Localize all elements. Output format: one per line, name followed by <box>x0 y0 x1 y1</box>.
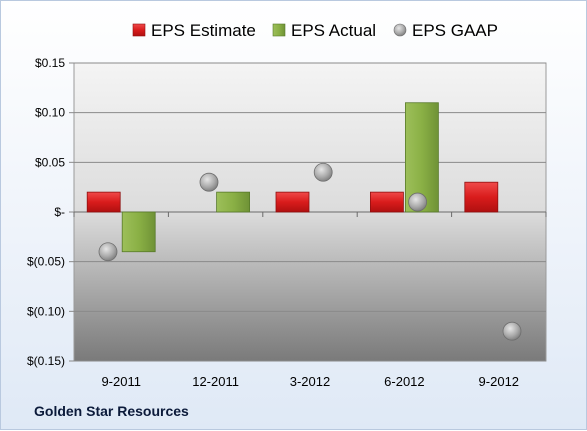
legend-key-eps-actual <box>272 23 286 37</box>
y-tick-label: $- <box>54 205 65 219</box>
legend-key-eps-estimate <box>132 23 146 37</box>
y-tick-label: $0.05 <box>35 155 65 169</box>
eps-gaap-point <box>313 162 333 182</box>
y-tick-label: $(0.15) <box>27 354 65 368</box>
legend-label: EPS Actual <box>291 21 376 40</box>
eps-estimate-bar <box>369 191 404 213</box>
chart-legend: EPS Estimate EPS Actual EPS GAAP <box>132 21 498 40</box>
company-name: Golden Star Resources <box>34 403 189 419</box>
eps-actual-bar <box>216 191 251 213</box>
y-tick-label: $(0.10) <box>27 304 65 318</box>
x-tick-label: 3-2012 <box>290 374 330 389</box>
y-tick-label: $(0.05) <box>27 255 65 269</box>
x-tick-label: 12-2011 <box>192 374 239 389</box>
legend-label: EPS GAAP <box>412 21 498 40</box>
legend-label: EPS Estimate <box>151 21 256 40</box>
eps-gaap-point <box>408 192 428 212</box>
eps-estimate-bar <box>275 191 310 213</box>
eps-gaap-point <box>199 172 219 192</box>
eps-gaap-point <box>502 321 522 341</box>
x-tick-label: 9-2012 <box>479 374 519 389</box>
eps-estimate-bar <box>464 181 499 213</box>
eps-estimate-bar <box>86 191 121 213</box>
eps-actual-bar <box>121 211 156 253</box>
x-tick-label: 6-2012 <box>384 374 424 389</box>
y-tick-label: $0.10 <box>35 106 65 120</box>
y-tick-label: $0.15 <box>35 56 65 70</box>
eps-gaap-point <box>98 242 118 262</box>
legend-key-eps-gaap <box>393 23 407 37</box>
x-tick-label: 9-2011 <box>101 374 141 389</box>
